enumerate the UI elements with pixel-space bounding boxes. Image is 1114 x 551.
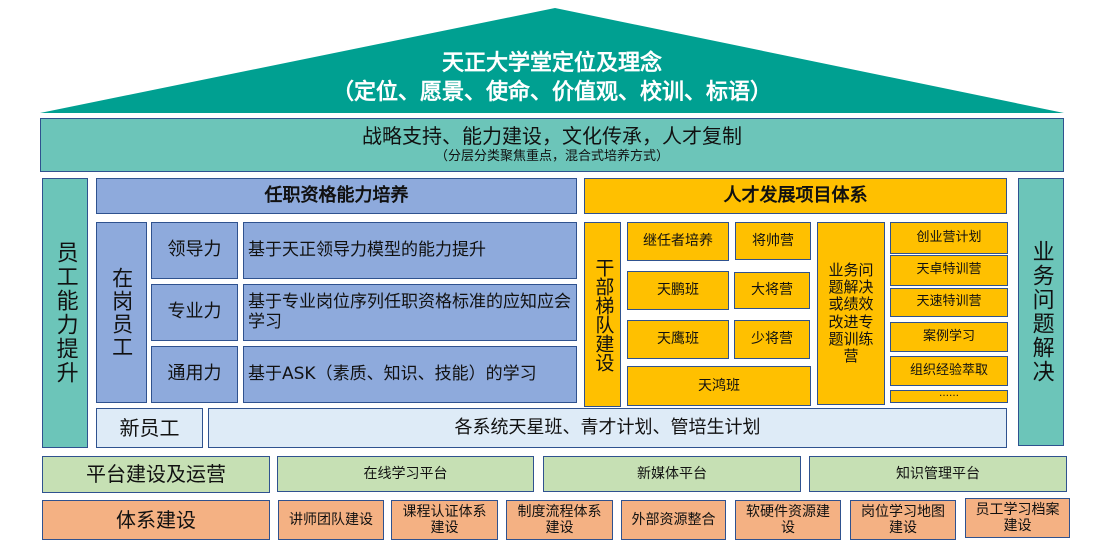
program: 天鹏班	[627, 271, 729, 310]
row-label: 领导力	[151, 222, 238, 279]
row-desc: 基于专业岗位序列任职资格标准的应知应会学习	[243, 284, 577, 341]
platform-item: 知识管理平台	[809, 456, 1067, 492]
platform-item: 在线学习平台	[277, 456, 534, 492]
system-item: 课程认证体系建设	[391, 500, 498, 540]
list-item-more: ……	[890, 389, 1008, 403]
list-item: 天速特训营	[890, 288, 1008, 317]
new-staff-programs: 各系统天星班、青才计划、管培生计划	[208, 408, 1007, 448]
banner-title: 战略支持、能力建设，文化传承，人才复制	[362, 124, 742, 149]
qualification-header: 任职资格能力培养	[96, 178, 577, 214]
roof	[40, 8, 1064, 113]
on-duty-staff: 在岗员工	[96, 222, 147, 403]
row-desc: 基于ASK（素质、知识、技能）的学习	[243, 346, 577, 403]
program: 继任者培养	[627, 222, 729, 261]
system-label: 体系建设	[42, 500, 270, 540]
row-label: 专业力	[151, 284, 238, 341]
banner-subtitle: （分层分类聚焦重点，混合式培养方式）	[434, 149, 669, 165]
platform-item: 新媒体平台	[543, 456, 801, 492]
left-pillar: 员工能力提升	[42, 178, 88, 448]
system-item: 岗位学习地图建设	[850, 500, 956, 540]
talent-header: 人才发展项目体系	[584, 178, 1007, 214]
strategy-banner: 战略支持、能力建设，文化传承，人才复制 （分层分类聚焦重点，混合式培养方式）	[40, 118, 1064, 172]
right-pillar: 业务问题解决	[1018, 178, 1064, 446]
platform-label: 平台建设及运营	[42, 456, 270, 493]
row-label: 通用力	[151, 346, 238, 403]
program: 大将营	[734, 272, 810, 309]
system-item: 外部资源整合	[621, 500, 726, 540]
business-camp: 业务问题解决或绩效改进专题训练营	[817, 222, 885, 405]
list-item: 天卓特训营	[890, 255, 1008, 286]
system-item: 软硬件资源建设	[735, 500, 841, 540]
list-item: 创业营计划	[890, 222, 1008, 254]
list-item: 案例学习	[890, 322, 1008, 352]
system-item: 员工学习档案建设	[965, 498, 1070, 538]
program: 少将营	[734, 320, 810, 359]
system-item: 讲师团队建设	[278, 500, 384, 540]
list-item: 组织经验萃取	[890, 356, 1008, 386]
roof-title: 天正大学堂定位及理念	[441, 51, 662, 76]
row-desc: 基于天正领导力模型的能力提升	[243, 222, 577, 279]
new-staff-label: 新员工	[96, 408, 203, 448]
program: 天鸿班	[627, 366, 811, 406]
cadre-building: 干部梯队建设	[584, 222, 621, 407]
system-item: 制度流程体系建设	[506, 500, 613, 540]
roof-subtitle: （定位、愿景、使命、价值观、校训、标语）	[331, 80, 772, 105]
program: 天鹰班	[627, 320, 729, 359]
program: 将帅营	[735, 222, 811, 260]
